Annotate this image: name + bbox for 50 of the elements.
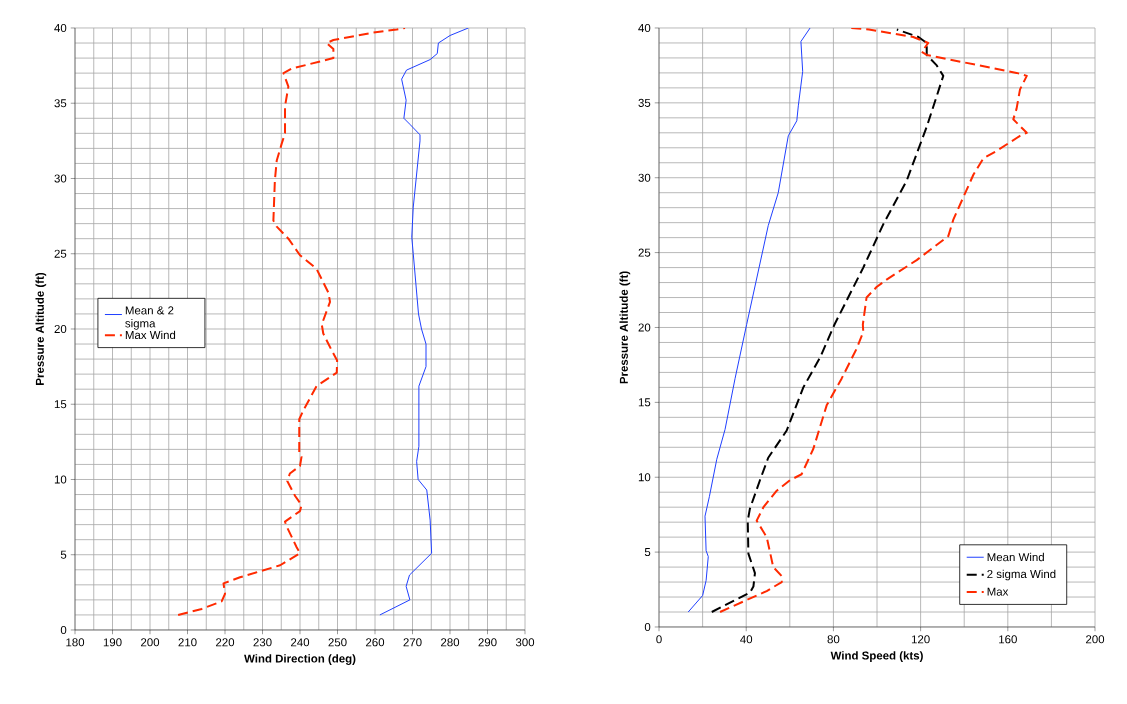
legend-label: 2 sigma Wind: [987, 569, 1056, 581]
x-tick-label: 240: [291, 638, 310, 647]
x-tick-label: 200: [141, 638, 160, 647]
y-tick-label: 30: [54, 174, 67, 183]
y-tick-label: 5: [644, 548, 651, 557]
line-series: [177, 27, 407, 616]
y-tick-label: 35: [54, 99, 67, 108]
y-tick-label: 10: [54, 475, 67, 484]
x-tick-label: 160: [999, 635, 1017, 644]
y-tick-label: 5: [60, 550, 67, 559]
x-tick-label: 250: [328, 638, 347, 647]
x-tick-label: 290: [478, 638, 497, 647]
line-series: [379, 27, 469, 616]
x-tick-label: 190: [103, 638, 122, 647]
x-tick-label: 270: [403, 638, 422, 647]
x-tick-label: 120: [911, 635, 930, 644]
x-axis-title: Wind Direction (deg): [244, 654, 356, 665]
y-tick-label: 35: [638, 98, 651, 107]
x-tick-label: 260: [366, 638, 385, 647]
y-tick-label: 25: [638, 248, 651, 257]
y-tick-label: 20: [638, 323, 651, 332]
y-tick-label: 30: [638, 173, 651, 182]
x-tick-label: 210: [178, 638, 197, 647]
y-tick-label: 0: [60, 625, 67, 635]
y-tick-label: 15: [638, 398, 651, 407]
y-tick-label: 0: [644, 622, 651, 632]
legend-label: Max: [987, 587, 1009, 596]
legend-label: Mean & 2 sigma: [125, 306, 174, 330]
x-axis-title: Wind Speed (kts): [830, 651, 923, 662]
x-tick-label: 80: [827, 635, 840, 644]
line-series: [710, 28, 945, 614]
legend-label: Mean Wind: [987, 552, 1044, 562]
x-tick-label: 40: [740, 635, 753, 644]
legend-label: Max Wind: [125, 330, 176, 340]
line-series: [687, 27, 811, 613]
x-tick-label: 200: [1086, 635, 1105, 644]
y-tick-label: 10: [638, 473, 651, 482]
y-tick-label: 40: [54, 23, 67, 33]
y-tick-label: 20: [54, 324, 67, 334]
x-tick-label: 230: [253, 638, 272, 647]
y-tick-label: 25: [54, 249, 67, 258]
y-axis-title: Pressure Altitude (ft): [35, 272, 47, 385]
x-tick-label: 280: [441, 638, 460, 647]
y-tick-label: 15: [54, 400, 67, 409]
x-tick-label: 180: [66, 638, 85, 647]
x-tick-label: 300: [515, 638, 535, 647]
y-axis-title: Pressure Altitude (ft): [619, 271, 631, 384]
y-tick-label: 40: [638, 23, 651, 33]
x-tick-label: 220: [216, 638, 235, 647]
x-tick-label: 0: [656, 635, 662, 644]
